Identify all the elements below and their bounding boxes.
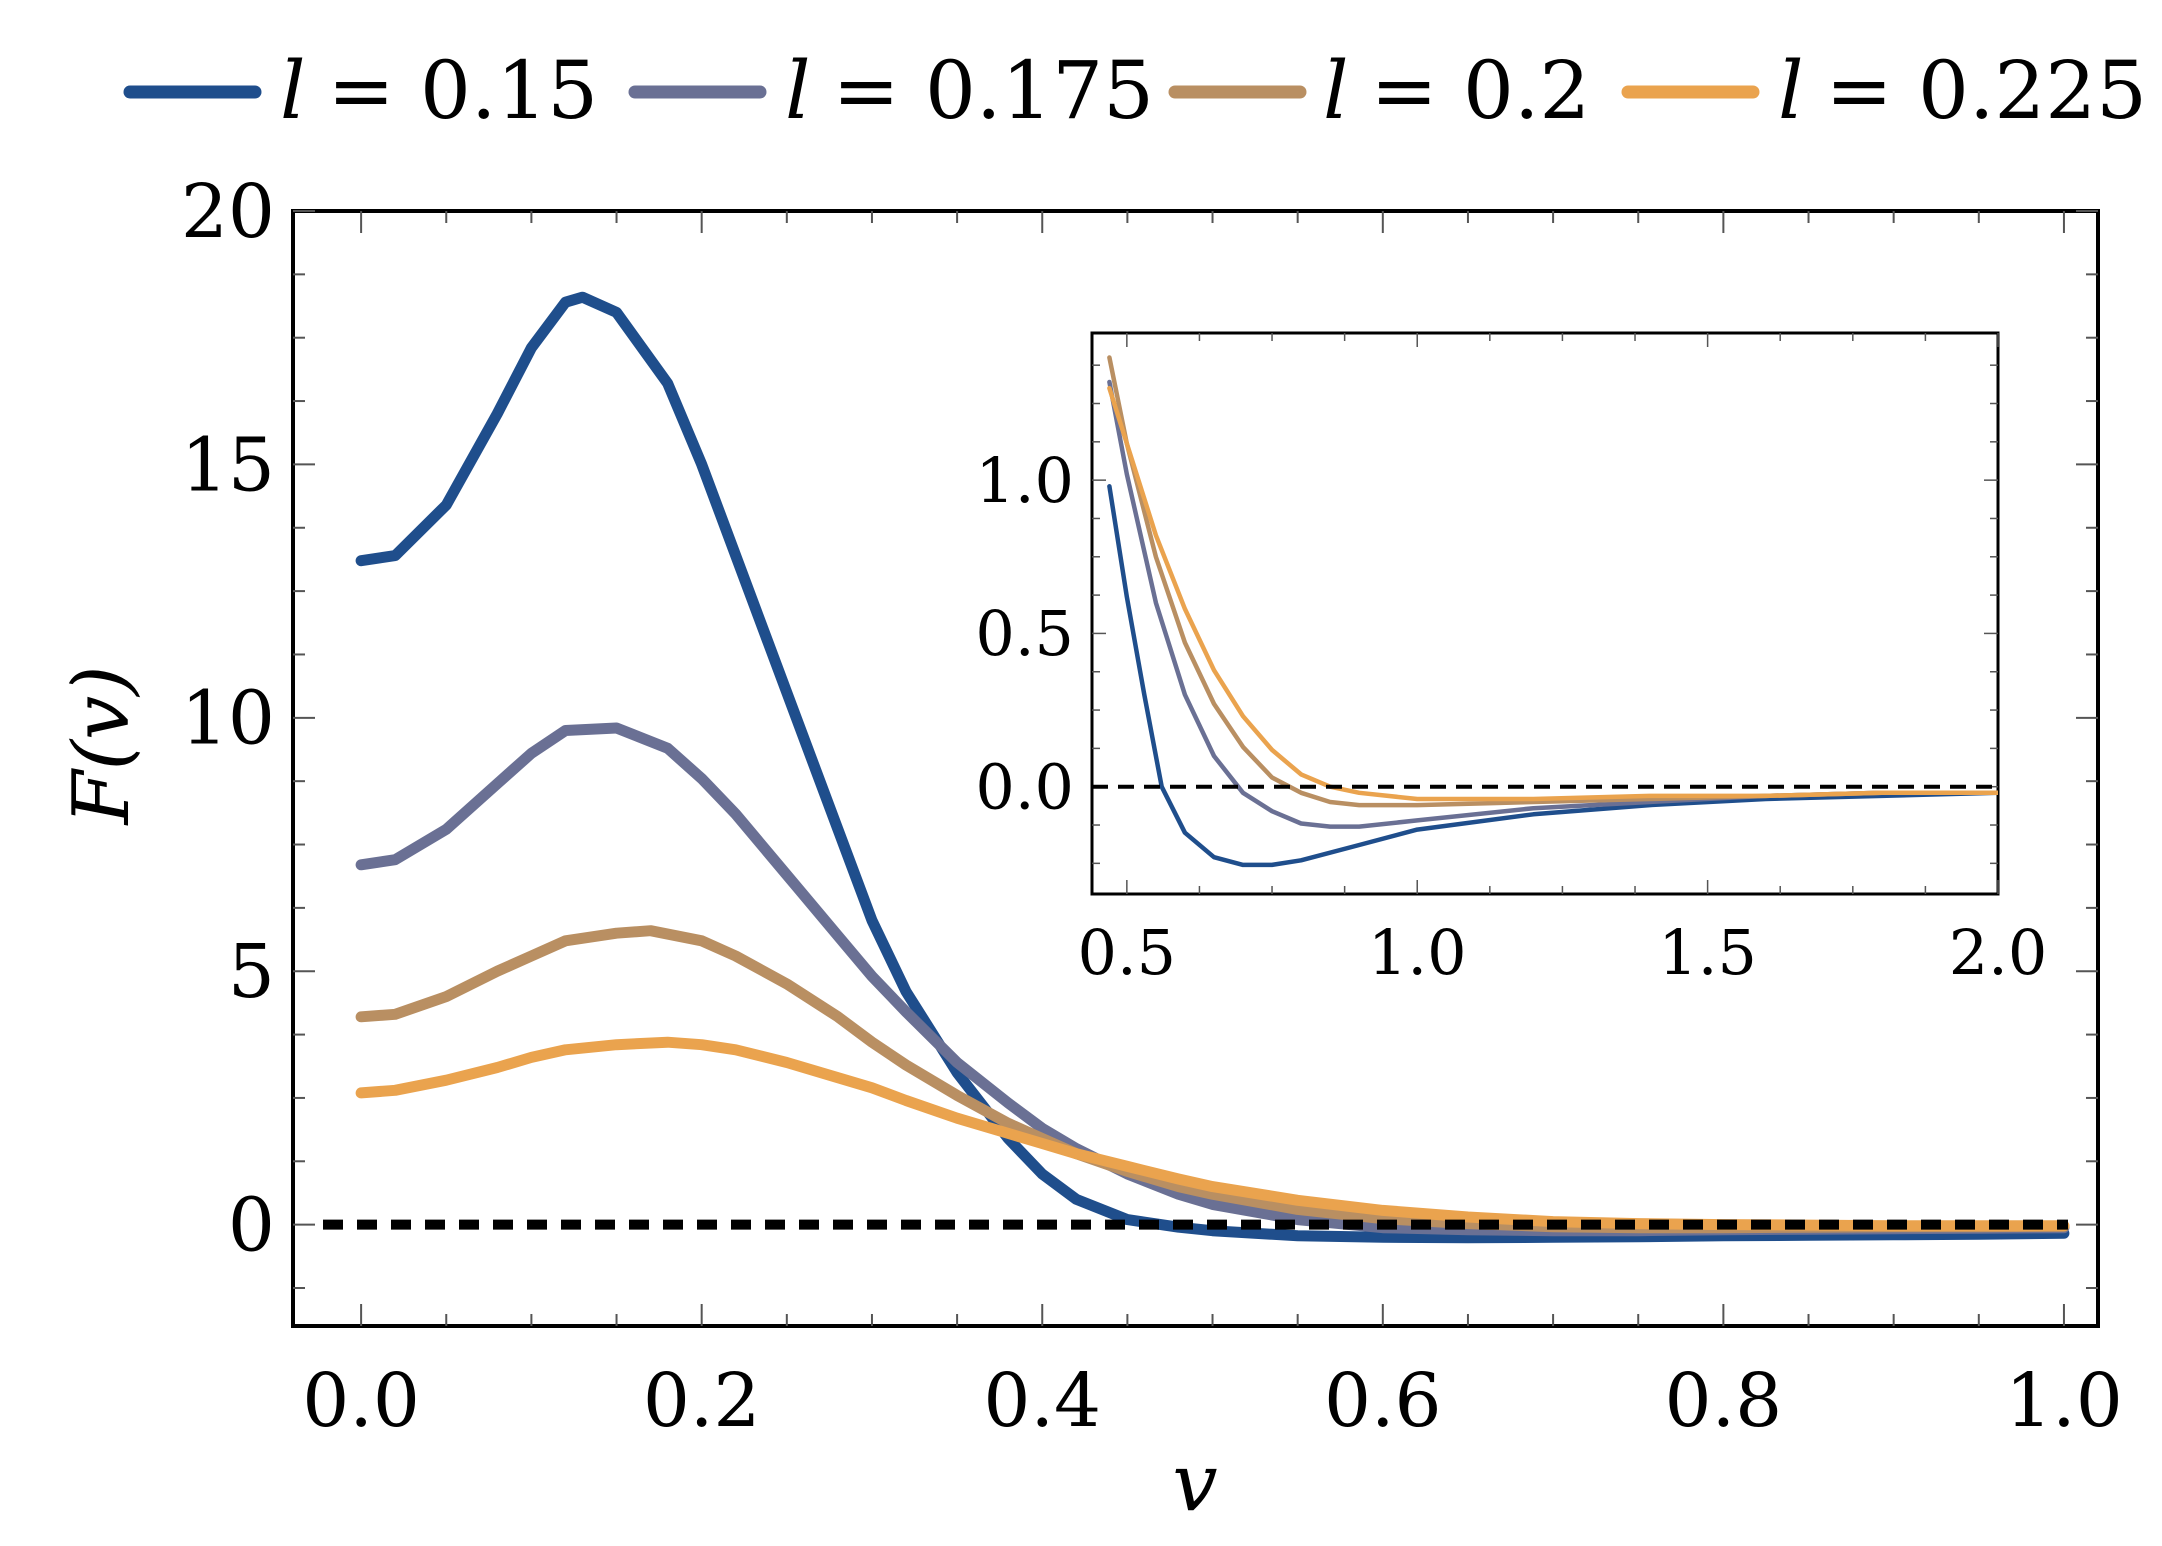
legend-label-3: l = 0.225 [1778,44,2147,137]
main-series-line-3 [355,1036,2070,1232]
main-y-tick-label: 5 [228,929,275,1015]
main-x-tick-label: 0.8 [1665,1358,1783,1444]
main-x-tick-label: 0.2 [643,1358,761,1444]
inset-plot: 0.5 1.0 1.5 2.0 0.0 0.5 1.0 [975,331,2048,989]
main-x-tick-label: 0.4 [983,1358,1101,1444]
legend: l = 0.15 l = 0.175 l = 0.2 l = 0.225 [123,44,2147,137]
inset-y-tick-label: 0.5 [975,597,1074,670]
inset-x-tick-label: 1.5 [1658,916,1757,989]
x-axis-label: v [1172,1436,1217,1529]
inset-x-tick-label: 1.0 [1368,916,1467,989]
main-y-tick-label: 10 [181,676,275,762]
inset-series-line-0 [1107,484,1998,868]
inset-frame [1090,331,2000,896]
legend-label-2: l = 0.2 [1323,44,1590,137]
main-y-tick-label: 0 [228,1183,275,1269]
legend-label-0: l = 0.15 [280,44,598,137]
main-x-tick-label: 0.6 [1324,1358,1442,1444]
legend-label-1: l = 0.175 [785,44,1154,137]
main-x-tick-label: 1.0 [2005,1358,2123,1444]
inset-x-tick-label: 0.5 [1078,916,1177,989]
inset-y-tick-label: 0.0 [975,750,1074,823]
inset-series-line-3 [1107,385,1998,802]
inset-y-tick-label: 1.0 [975,444,1074,517]
main-x-tick-label: 0.0 [302,1358,420,1444]
main-y-tick-label: 15 [181,422,275,508]
inset-x-tick-label: 2.0 [1949,916,2048,989]
y-axis-label: F(v) [57,665,147,826]
main-y-tick-label: 20 [181,169,275,255]
